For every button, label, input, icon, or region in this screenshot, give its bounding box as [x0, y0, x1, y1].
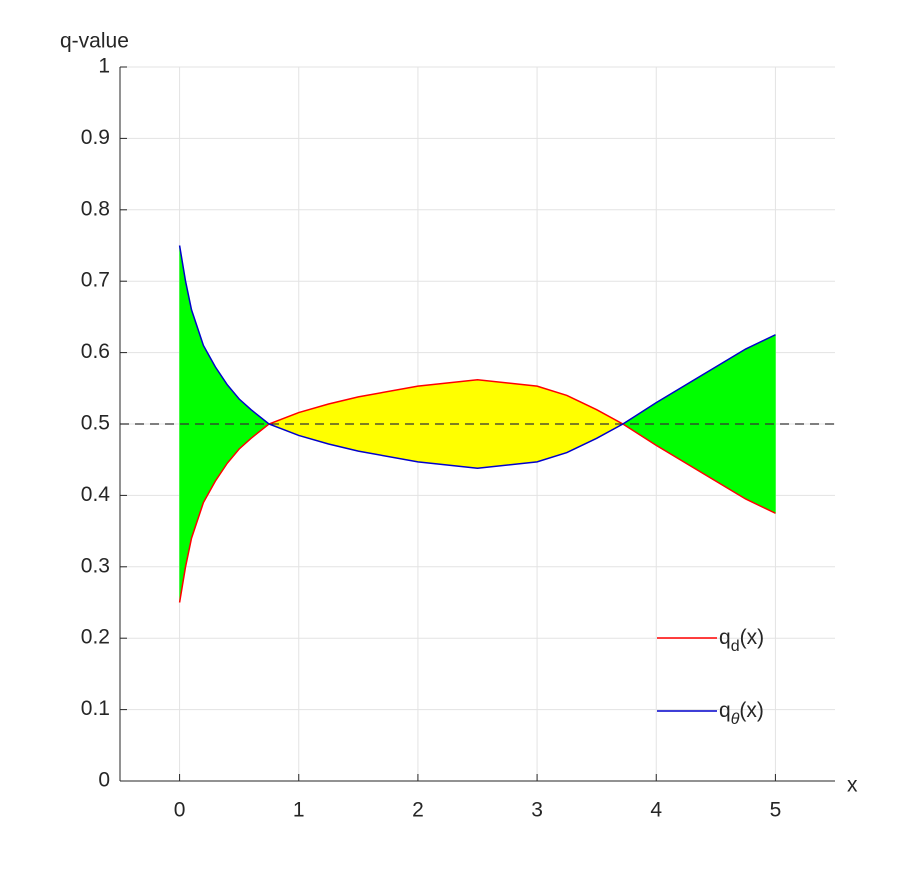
legend-label: qθ(x): [719, 699, 764, 729]
legend-tail: (x): [739, 699, 764, 722]
x-tick-label: 4: [650, 799, 662, 822]
x-tick-label: 0: [174, 799, 186, 822]
y-tick-label: 0.9: [81, 126, 110, 149]
series-line: [178, 245, 776, 470]
x-tick-label: 1: [293, 799, 305, 822]
legend-tail: (x): [740, 626, 765, 649]
legend-label: qd(x): [719, 626, 764, 656]
y-tick-label: 1: [98, 55, 110, 78]
x-tick-label: 2: [412, 799, 424, 822]
legend-base: q: [719, 699, 731, 722]
legend-sub: θ: [731, 711, 740, 728]
y-axis-label: q-value: [60, 30, 129, 53]
legend-base: q: [719, 626, 731, 649]
y-tick-label: 0.1: [81, 697, 110, 720]
x-tick-label: 3: [531, 799, 543, 822]
x-tick-label: 5: [770, 799, 782, 822]
y-tick-label: 0.5: [81, 412, 110, 435]
y-tick-label: 0: [98, 769, 110, 792]
x-axis-label: x: [847, 774, 858, 797]
y-tick-label: 0.7: [81, 269, 110, 292]
y-tick-label: 0.3: [81, 554, 110, 577]
y-tick-label: 0.6: [81, 340, 110, 363]
series-line: [178, 378, 776, 603]
y-tick-label: 0.2: [81, 626, 110, 649]
y-tick-label: 0.8: [81, 197, 110, 220]
y-tick-label: 0.4: [81, 483, 111, 506]
legend-sub: d: [731, 638, 740, 655]
